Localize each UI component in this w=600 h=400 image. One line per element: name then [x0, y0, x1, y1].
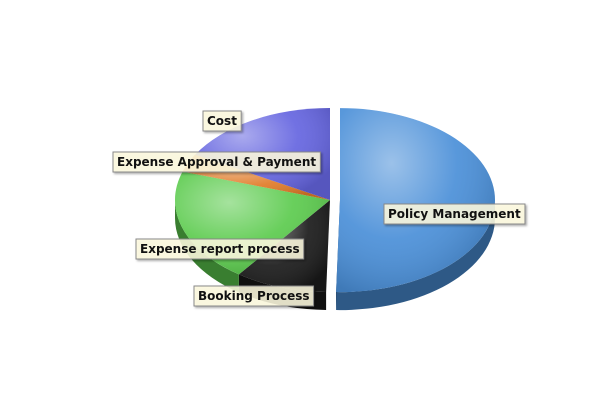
slice-label-text: Cost	[207, 114, 237, 128]
slice-label-box	[112, 151, 321, 173]
slice-label-text: Expense report process	[140, 242, 300, 256]
slice-label-box	[193, 285, 315, 307]
slice-label-text: Policy Management	[388, 207, 521, 221]
slice-label-box	[202, 110, 242, 132]
slice-label-booking-process: Booking Process	[193, 285, 315, 307]
slice-label-text: Booking Process	[198, 289, 310, 303]
slice-label-text: Expense Approval & Payment	[117, 155, 316, 169]
slice-label-expense-approval-and-payment: Expense Approval & Payment	[112, 151, 321, 173]
slice-label-cost: Cost	[202, 110, 242, 132]
slice-label-box	[383, 203, 526, 225]
slice-label-box	[135, 238, 305, 260]
slice-label-expense-report-process: Expense report process	[135, 238, 305, 260]
slice-label-policy-management: Policy Management	[383, 203, 526, 225]
